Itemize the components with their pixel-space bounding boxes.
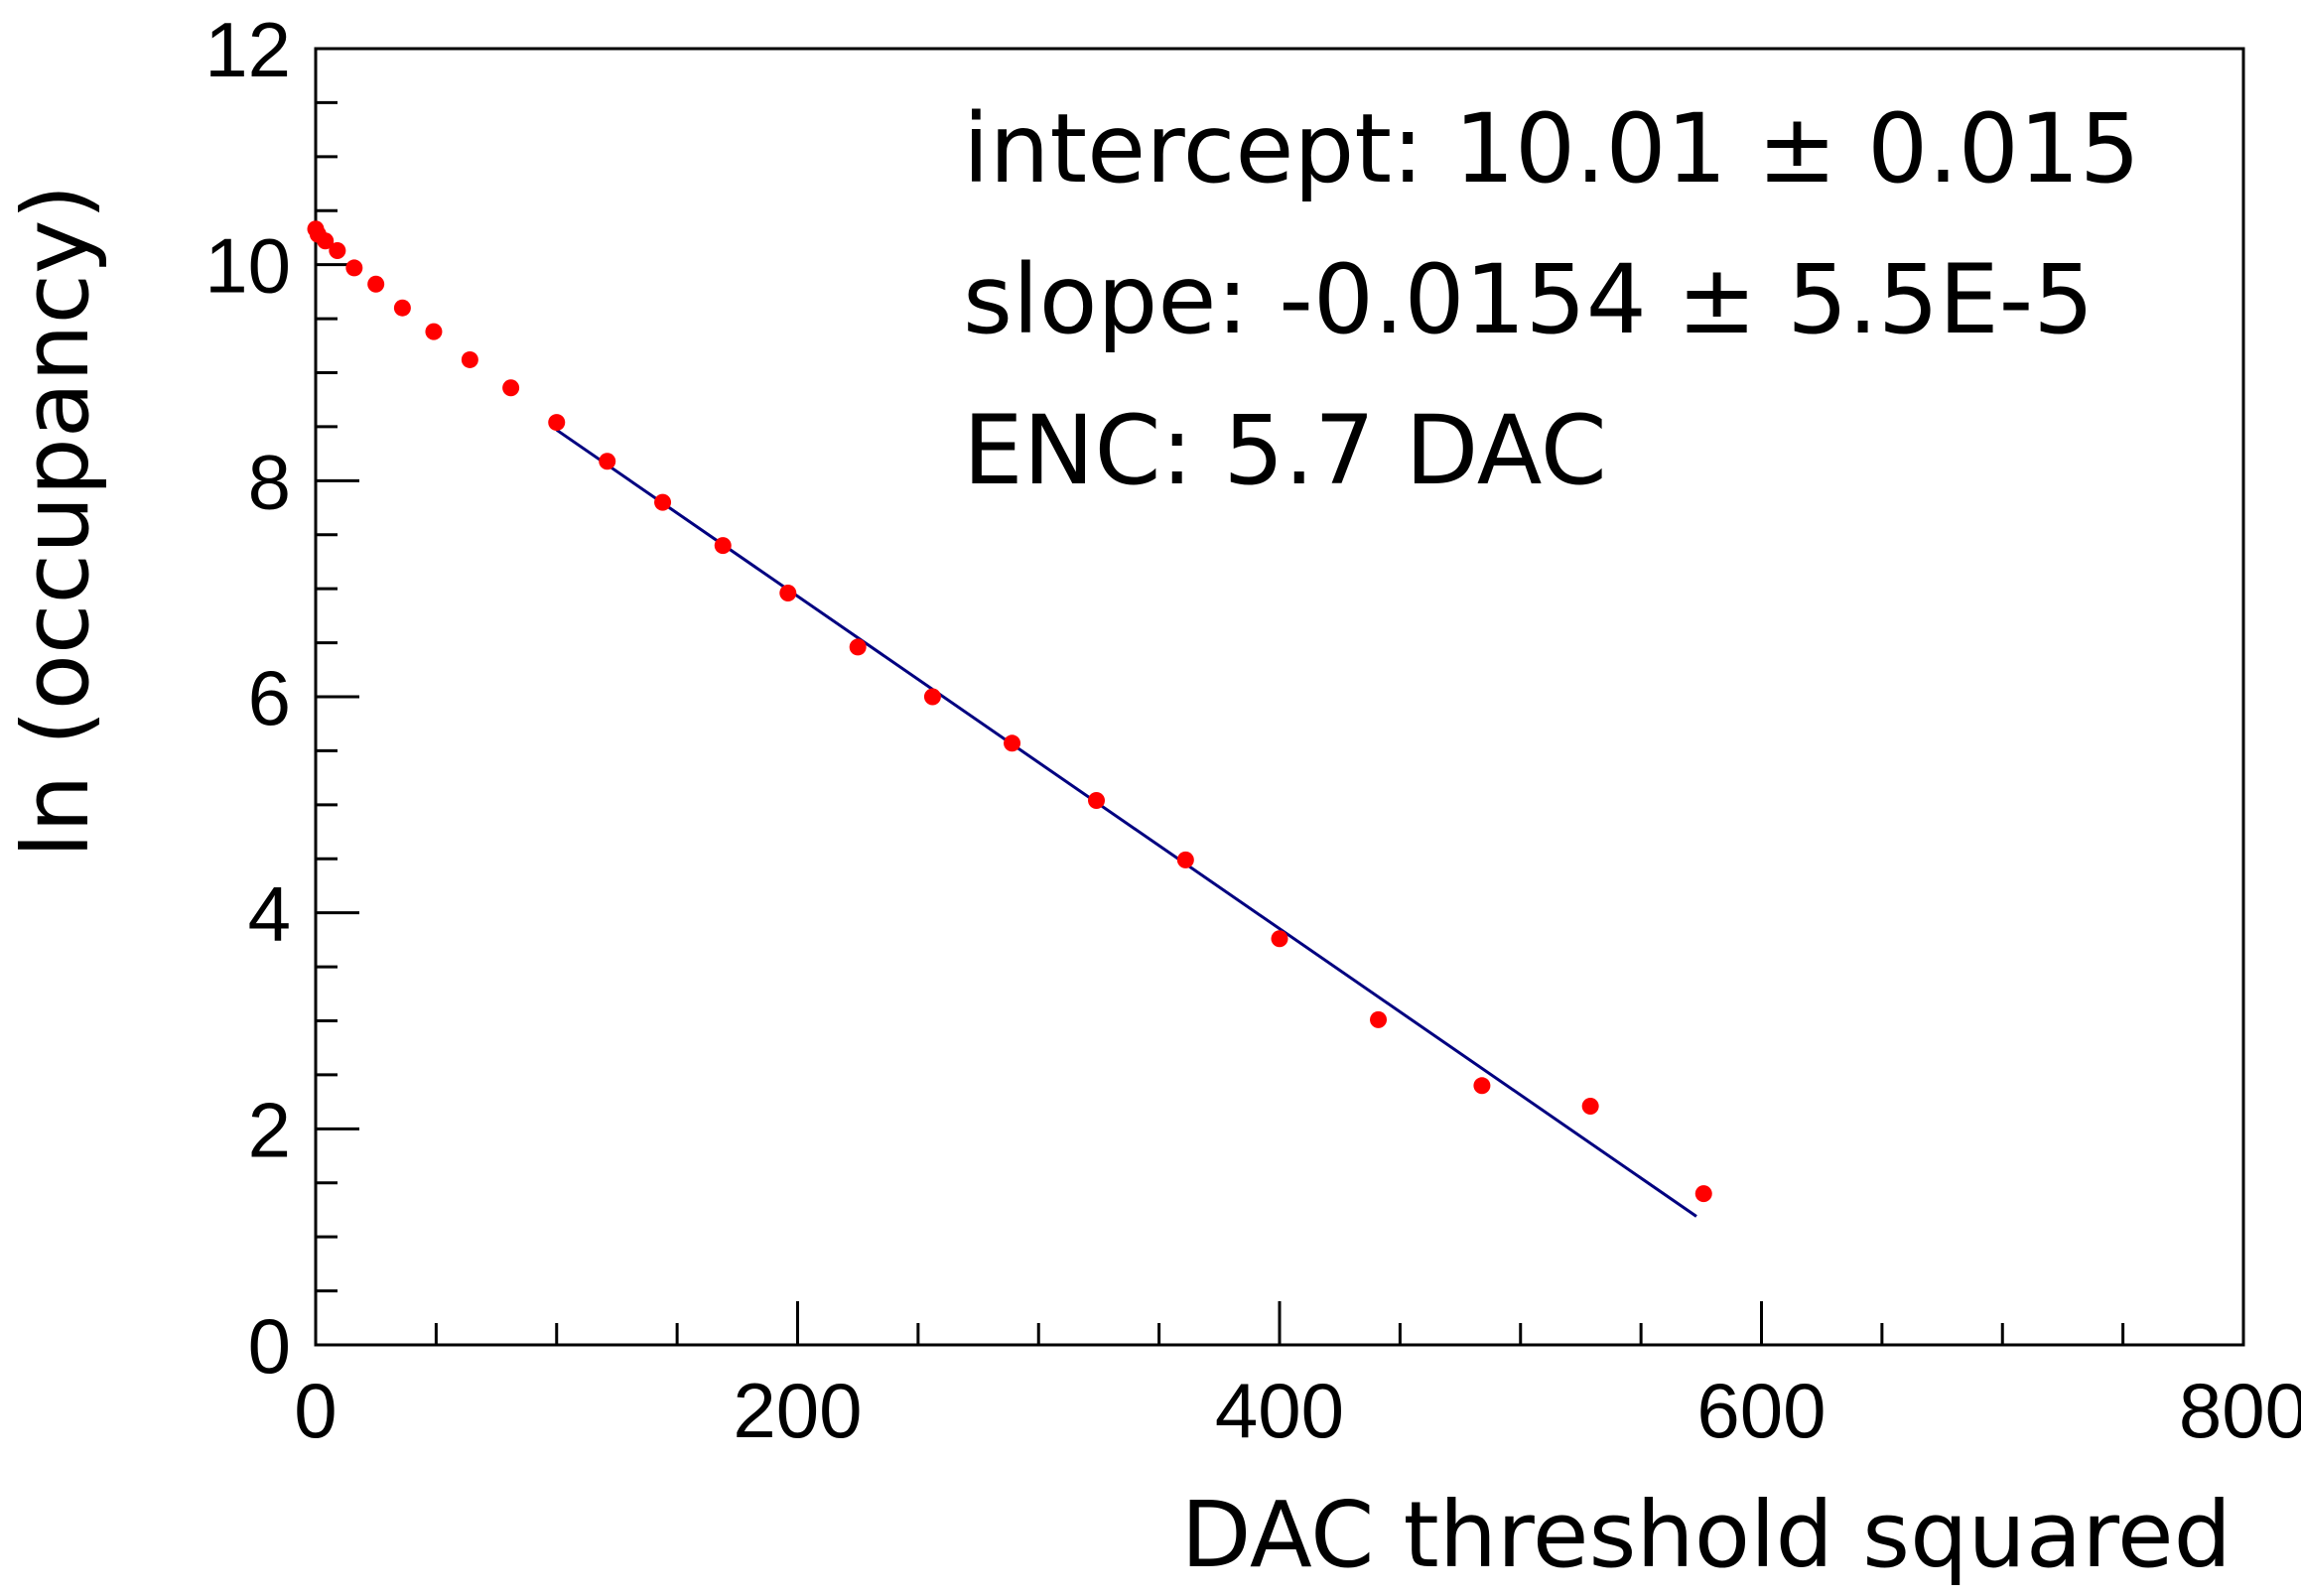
- x-tick-label: 0: [294, 1367, 337, 1454]
- data-point: [329, 242, 346, 260]
- data-point: [1088, 791, 1106, 809]
- axis-ticks: [314, 47, 2245, 1347]
- data-points: [307, 220, 1712, 1203]
- fit-line: [555, 428, 1697, 1218]
- data-point: [502, 379, 520, 397]
- y-tick-label: 10: [204, 222, 291, 310]
- x-tick-label: 800: [2179, 1367, 2301, 1454]
- data-point: [367, 275, 385, 293]
- data-point: [317, 232, 335, 250]
- data-point: [393, 299, 411, 317]
- data-point: [779, 585, 797, 602]
- annotation-slope: slope: -0.0154 ± 5.5E-5: [963, 244, 2094, 355]
- data-point: [1581, 1097, 1599, 1115]
- data-point: [654, 493, 672, 511]
- annotation-enc: ENC: 5.7 DAC: [963, 395, 1607, 506]
- x-tick-label: 200: [733, 1367, 862, 1454]
- fit-line-layer: [555, 428, 1697, 1218]
- y-tick-label: 2: [248, 1086, 291, 1173]
- y-tick-label: 0: [248, 1302, 291, 1390]
- data-point: [714, 537, 732, 555]
- data-point: [1271, 930, 1288, 948]
- data-point: [1694, 1185, 1712, 1203]
- axis-tick-labels: 0 200 400 600 800 0 2 4 6 8 10 12: [204, 6, 2301, 1454]
- y-tick-label: 12: [204, 6, 291, 93]
- y-tick-label: 8: [248, 438, 291, 525]
- data-point: [461, 350, 478, 368]
- annotation-intercept: intercept: 10.01 ± 0.015: [963, 93, 2140, 204]
- data-point: [1473, 1077, 1491, 1095]
- data-point: [1176, 851, 1194, 868]
- data-point: [923, 688, 941, 706]
- data-point: [599, 453, 616, 470]
- x-axis-title: DAC threshold squared: [1181, 1482, 2232, 1588]
- data-point: [849, 638, 867, 656]
- data-point: [548, 414, 566, 432]
- y-axis-title: ln (occupancy): [3, 185, 109, 859]
- x-tick-label: 600: [1696, 1367, 1826, 1454]
- plot-frame: [314, 47, 2245, 1347]
- data-point: [1370, 1010, 1388, 1028]
- y-tick-label: 4: [248, 870, 291, 958]
- data-point: [1004, 734, 1021, 752]
- data-point: [425, 323, 443, 340]
- data-point: [345, 259, 363, 277]
- y-tick-label: 6: [248, 654, 291, 741]
- x-tick-label: 400: [1215, 1367, 1344, 1454]
